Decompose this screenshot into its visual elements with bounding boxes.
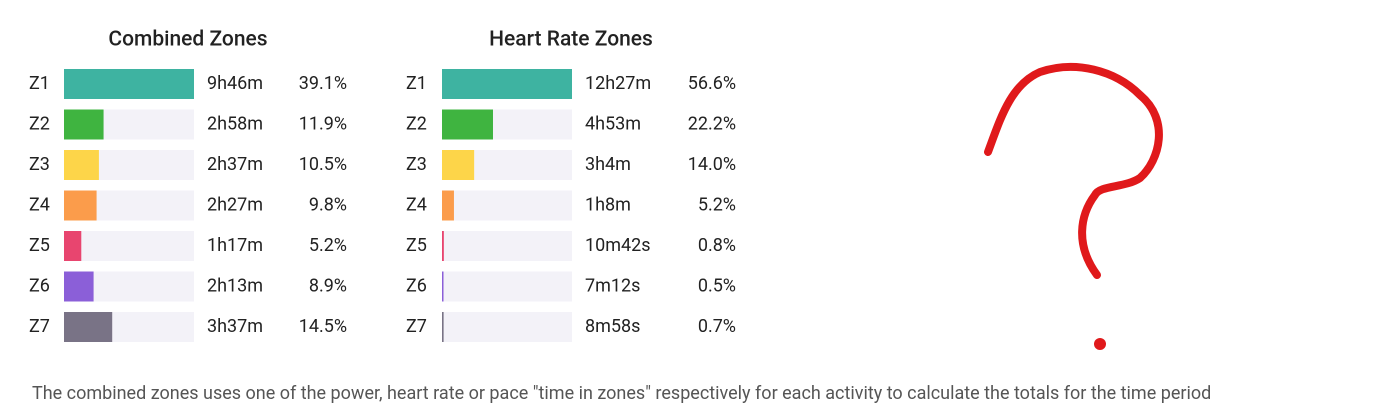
bar-track [442, 312, 572, 342]
value-label: 0.5% [698, 275, 736, 296]
value-label: 0.8% [698, 235, 736, 256]
value-label: 10.5% [299, 154, 347, 175]
footnote: The combined zones uses one of the power… [32, 383, 1211, 404]
value-label: 14.5% [299, 316, 347, 337]
chart-title: Heart Rate Zones [489, 28, 653, 52]
time-label: 2h58m [207, 113, 263, 134]
value-label: 14.0% [688, 154, 736, 175]
value-label: 5.2% [698, 194, 736, 215]
value-label: 56.6% [688, 73, 736, 94]
time-label: 1h17m [207, 235, 263, 256]
time-label: 7m12s [585, 275, 640, 296]
zone-label: Z3 [29, 154, 50, 175]
time-label: 9h46m [207, 73, 263, 94]
bar [64, 109, 104, 140]
time-label: 8m58s [585, 316, 640, 337]
bar [442, 190, 454, 221]
zone-label: Z2 [406, 113, 427, 134]
bar [64, 150, 99, 180]
time-label: 1h8m [585, 194, 631, 215]
bar [442, 69, 572, 99]
value-label: 22.2% [688, 113, 736, 134]
time-label: 3h4m [585, 154, 631, 175]
zone-label: Z4 [406, 194, 427, 215]
value-label: 39.1% [299, 73, 347, 94]
bar [64, 69, 194, 99]
zone-label: Z1 [406, 73, 427, 94]
zone-label: Z2 [29, 113, 50, 134]
bar-track [442, 190, 572, 221]
question-dot [1094, 338, 1106, 350]
zone-label: Z5 [406, 235, 427, 256]
value-label: 11.9% [299, 113, 347, 134]
bar-track [442, 271, 572, 302]
zone-label: Z1 [29, 73, 50, 94]
bar-track [64, 231, 194, 261]
zone-label: Z3 [406, 154, 427, 175]
bar [442, 231, 444, 261]
value-label: 9.8% [309, 194, 347, 215]
value-label: 5.2% [309, 235, 347, 256]
zone-label: Z7 [29, 316, 50, 337]
bar [64, 231, 82, 261]
bar [442, 150, 475, 180]
zone-label: Z6 [29, 275, 50, 296]
time-label: 10m42s [585, 235, 651, 256]
zone-label: Z5 [29, 235, 50, 256]
time-label: 12h27m [585, 73, 651, 94]
bar-track [442, 231, 572, 261]
zone-label: Z6 [406, 275, 427, 296]
bar [64, 190, 97, 221]
time-label: 2h13m [207, 275, 263, 296]
zone-label: Z7 [406, 316, 427, 337]
time-label: 3h37m [207, 316, 263, 337]
question-mark [984, 62, 1163, 279]
value-label: 0.7% [698, 316, 736, 337]
bar [64, 271, 94, 302]
time-label: 4h53m [585, 113, 641, 134]
value-label: 8.9% [309, 275, 347, 296]
time-label: 2h27m [207, 194, 263, 215]
bar [64, 312, 113, 342]
time-label: 2h37m [207, 154, 263, 175]
chart-title: Combined Zones [108, 28, 267, 52]
bar [442, 109, 493, 140]
bar [442, 271, 444, 302]
bar [442, 312, 444, 342]
zone-label: Z4 [29, 194, 50, 215]
